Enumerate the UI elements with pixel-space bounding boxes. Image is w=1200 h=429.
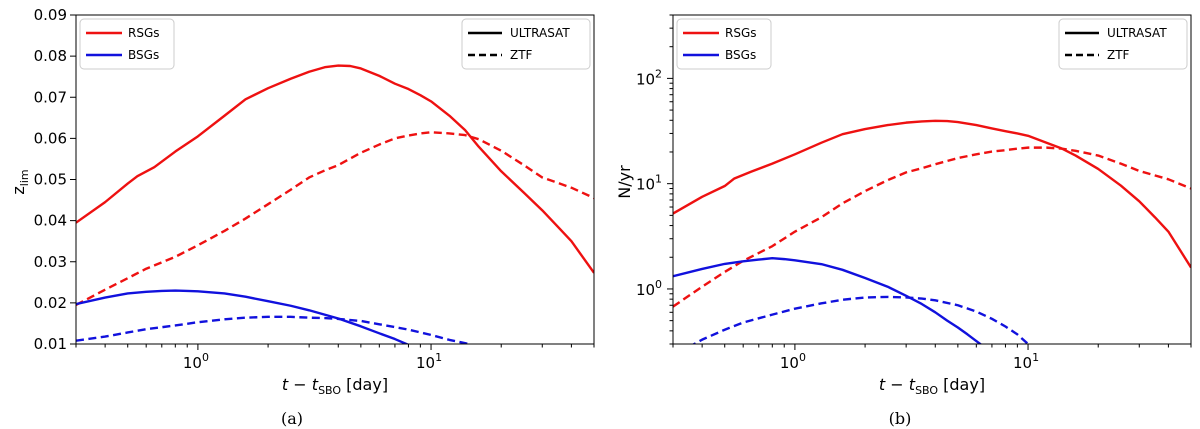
panel-a-y-tick-label: 0.05 [34,171,67,189]
panel-a-series-bsgs-ultrasat [76,289,409,344]
panel-b-series-bsgs-ultrasat [673,256,983,344]
panel-b-ylabel: N/yr [615,165,634,199]
panel-b-xlabel: t − tSBO [day] [879,375,985,397]
legend-label-bsgs: BSGs [128,48,159,62]
panel-b-legend-style: ULTRASAT ZTF [1058,18,1188,70]
panel-a-y-tick-label: 0.03 [34,253,67,271]
panel-b-x-tick-label: 100 [780,351,806,372]
legend-label-ztf: ZTF [510,48,533,62]
legend-label-rsgs: RSGs [128,26,160,40]
panel-a-x-tick-label: 101 [416,351,442,372]
legend-label-ztf: ZTF [1107,48,1130,62]
panel-b-series-bsgs-ztf [691,295,1029,344]
panel-a-y-tick-label: 0.02 [34,294,67,312]
panel-a-legend-color: RSGs BSGs [79,18,175,70]
panel-b-series [673,119,1191,344]
panel-a-y-tick-label: 0.06 [34,129,67,147]
panel-b-y-tick-label: 102 [636,67,662,88]
panel-b-frame [672,14,1192,345]
panel-a-caption: (a) [281,409,303,428]
panel-a-series-rsgs-ztf [76,131,594,306]
panel-b-series-rsgs-ultrasat [673,119,1191,269]
panel-a-y-tick-label: 0.07 [34,88,67,106]
panel-a-xlabel: t − tSBO [day] [282,375,388,397]
panel-a-legend-style: ULTRASAT ZTF [461,18,591,70]
panel-a-series [76,64,594,344]
panel-a-y-tick-label: 0.09 [34,6,67,24]
panel-b-x-tick-label: 101 [1013,351,1039,372]
panel-b-ticks: 100 101 100 101 102 [636,14,1192,372]
panel-b-series-rsgs-ztf [673,146,1191,308]
panel-a-ylabel: zlim [9,169,31,194]
legend-label-ultrasat: ULTRASAT [510,26,570,40]
legend-label-ultrasat: ULTRASAT [1107,26,1167,40]
legend-label-rsgs: RSGs [725,26,757,40]
panel-a-ticks: 100 101 0.01 0.02 0.03 0.04 0.05 0.06 0.07 0.08 0.… [34,6,595,372]
panel-a-series-rsgs-ultrasat [76,64,594,274]
panel-a-frame [75,14,595,345]
legend-label-bsgs: BSGs [725,48,756,62]
panel-a-y-tick-label: 0.01 [34,335,67,353]
panel-a-y-tick-label: 0.04 [34,212,67,230]
panel-a-x-tick-label: 100 [183,351,209,372]
panel-b-y-tick-label: 101 [636,173,662,194]
panel-a-series-bsgs-ztf [76,315,473,344]
panel-b-legend-color: RSGs BSGs [676,18,772,70]
panel-a-y-tick-label: 0.08 [34,47,67,65]
panel-b-caption: (b) [889,409,912,428]
panel-a-chart: 100 101 0.01 0.02 0.03 0.04 0.05 0.06 0.07 0.08 0.… [9,6,595,428]
panel-b-y-tick-label: 100 [636,278,662,299]
